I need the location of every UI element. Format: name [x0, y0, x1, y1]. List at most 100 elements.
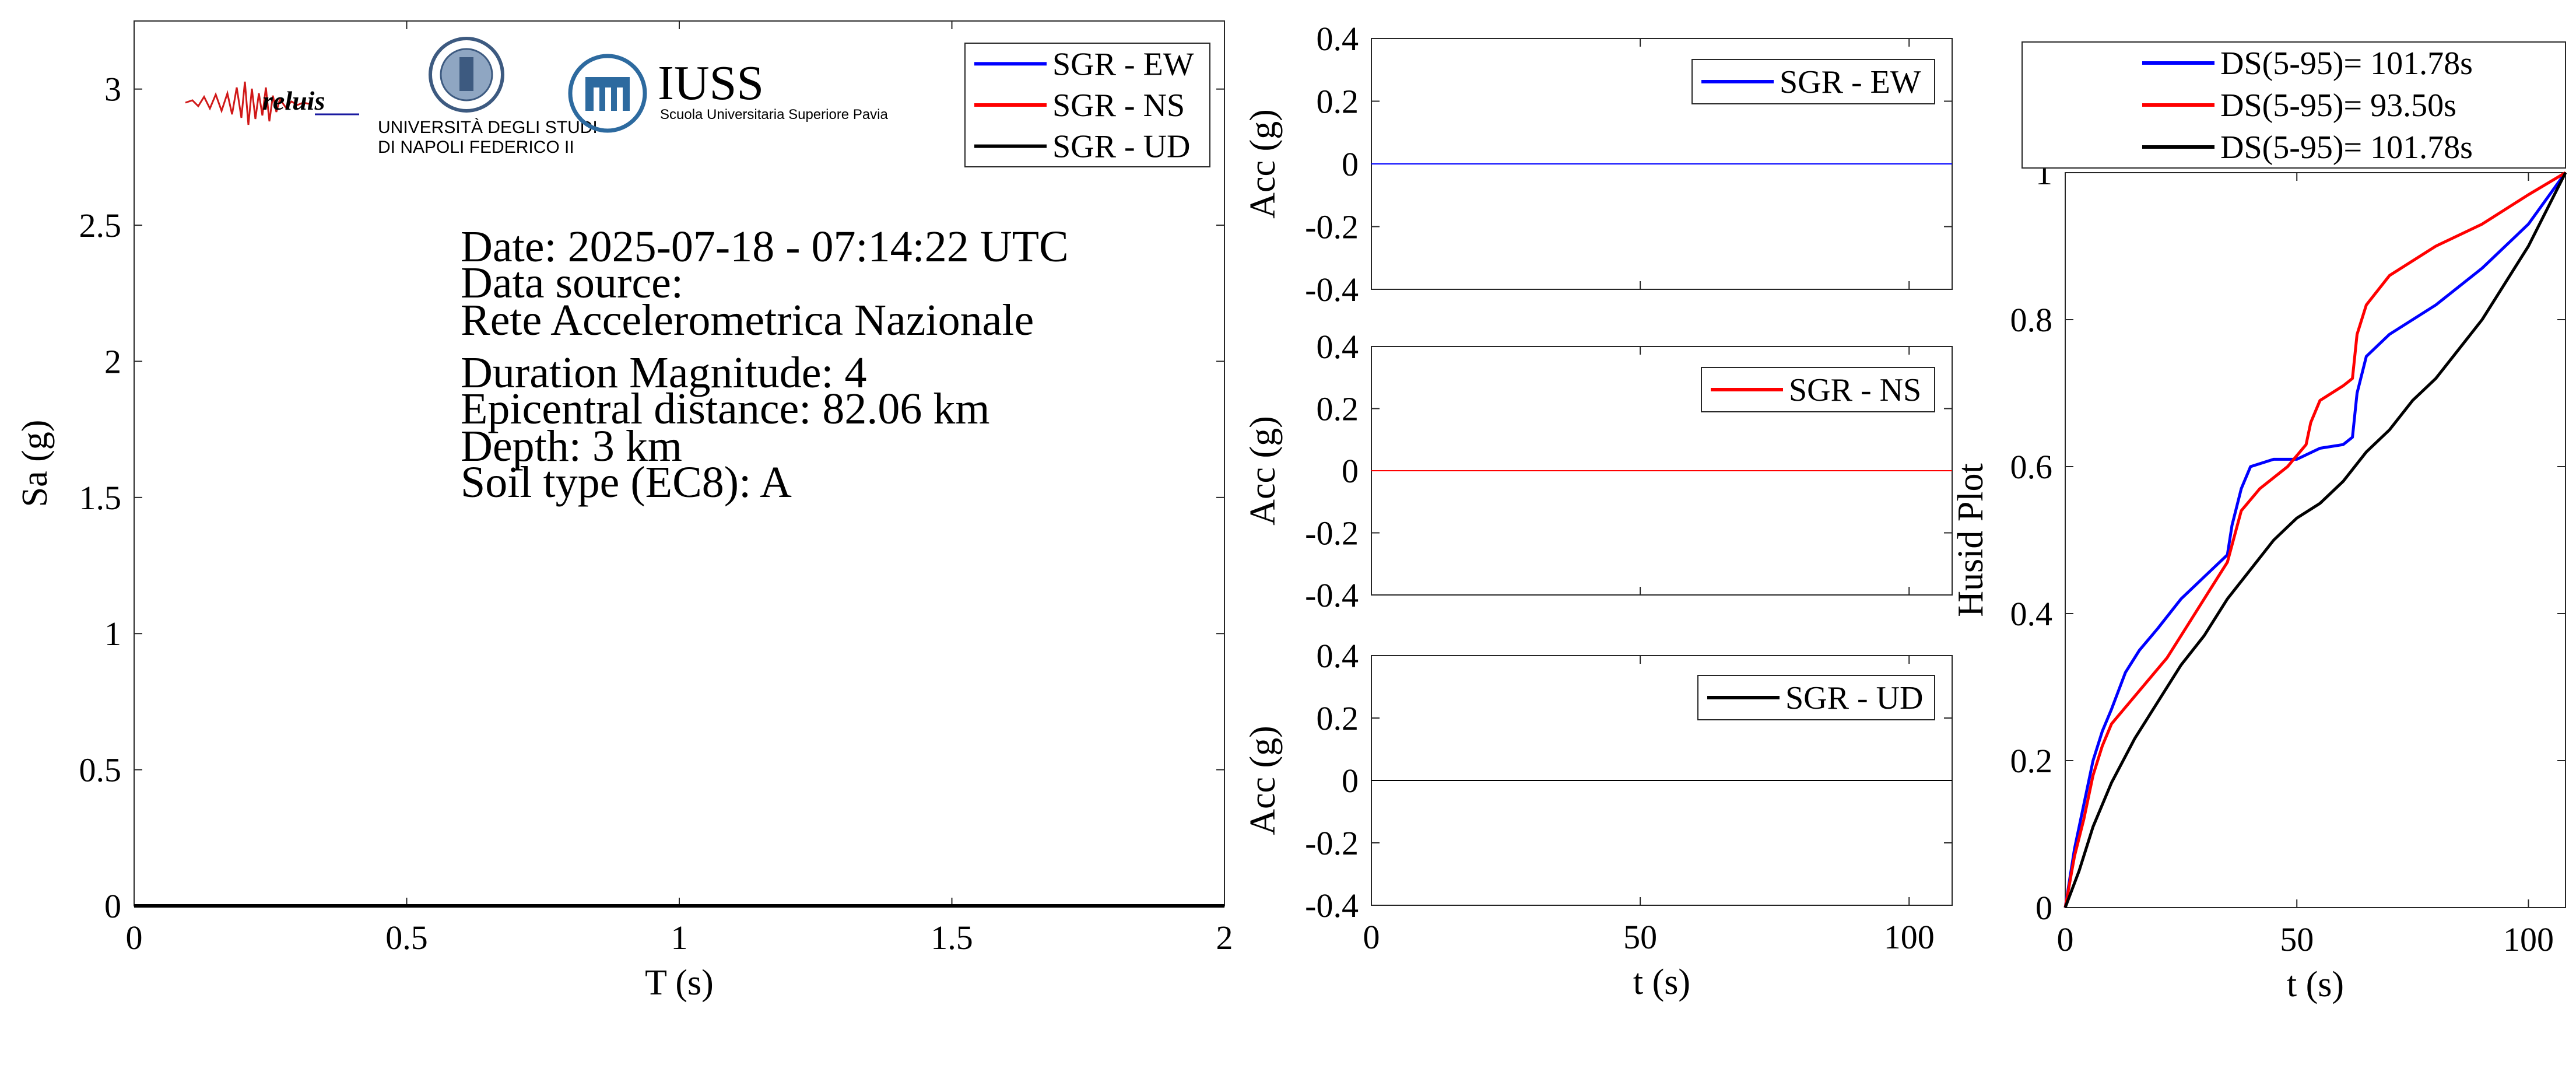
- iuss-emblem-column: [605, 87, 611, 111]
- acc-ud-plot-layer: 0 50 100 -0.4 -0.2 0 0.2 0.4 t (s) Acc (g) SGR - U…: [1243, 637, 1953, 1002]
- spectrum-legend: SGR - EW SGR - NS SGR - UD: [964, 43, 1210, 167]
- acc-ns-legend-entry: SGR - NS: [1789, 372, 1921, 408]
- spectrum-ytick-label: 0: [104, 887, 121, 925]
- acc-ud-ytick-label: -0.4: [1305, 887, 1359, 925]
- iuss-wordmark: IUSS: [658, 56, 764, 110]
- husid-axes-box: [2065, 172, 2566, 908]
- event-magnitude: Duration Magnitude: 4: [461, 348, 867, 397]
- event-soil: Soil type (EC8): A: [461, 458, 792, 507]
- spectrum-legend-entry: SGR - NS: [1052, 87, 1185, 124]
- spectrum-ylabel: Sa (g): [15, 420, 55, 507]
- acc-ud-xlabel: t (s): [1633, 962, 1690, 1002]
- event-source-label: Data source:: [461, 258, 683, 307]
- spectrum-legend-entry: SGR - EW: [1052, 46, 1194, 82]
- unina-logo: UNIVERSITÀ DEGLI STUDI DI NAPOLI FEDERIC…: [378, 37, 598, 157]
- husid-ylabel: Husid Plot: [1951, 463, 1991, 617]
- iuss-emblem-column: [594, 87, 599, 111]
- husid-series-line-2: [2063, 171, 2567, 908]
- acc-ns-plot-layer: -0.4 -0.2 0 0.2 0.4 Acc (g) SGR - NS: [1243, 328, 1953, 614]
- husid-ytick-label: 0.8: [2010, 301, 2053, 339]
- spectrum-ytick-label: 1.5: [79, 479, 122, 517]
- spectrum-plot-layer: 0 0.5 1 1.5 2 0 0.5 1 1.5 2 2.5 3 T (s) Sa (g) SGR - E…: [15, 20, 1233, 1003]
- acc-ew-legend-entry: SGR - EW: [1780, 64, 1921, 100]
- husid-series-line-0: [2063, 171, 2567, 908]
- husid-legend-box: [2022, 41, 2566, 169]
- acc-ew-ytick-label: -0.4: [1305, 271, 1359, 309]
- acc-ew-legend: SGR - EW: [1691, 59, 1935, 104]
- spectrum-panel: 0 0.5 1 1.5 2 0 0.5 1 1.5 2 2.5 3 T (s) Sa (g) SGR - E…: [15, 20, 1233, 1003]
- iuss-logo: IUSS Scuola Universitaria Superiore Pavi…: [568, 54, 889, 133]
- acc-ud-ytick-label: 0.2: [1317, 699, 1359, 737]
- spectrum-xtick-label: 2: [1216, 919, 1233, 957]
- husid-legend-entry: DS(5-95)= 101.78s: [2220, 45, 2473, 82]
- acc-ud-panel: 0 50 100 -0.4 -0.2 0 0.2 0.4 t (s) Acc (g) SGR - U…: [1243, 637, 1953, 1002]
- event-depth: Depth: 3 km: [461, 422, 682, 471]
- husid-legend-entry: DS(5-95)= 101.78s: [2220, 129, 2473, 166]
- acc-ew-legend-box: [1691, 59, 1935, 104]
- acc-ud-ytick-label: 0.4: [1317, 637, 1359, 675]
- unina-seal-figure: [459, 57, 473, 91]
- acc-ns-panel: -0.4 -0.2 0 0.2 0.4 Acc (g) SGR - NS: [1243, 328, 1953, 614]
- event-date: Date: 2025-07-18 - 07:14:22 UTC: [461, 222, 1069, 271]
- husid-xtick-label: 0: [2057, 920, 2074, 958]
- acc-ud-legend: SGR - UD: [1697, 675, 1935, 720]
- husid-ytick-label: 0: [2035, 889, 2052, 927]
- acc-ew-ytick-label: 0.2: [1317, 83, 1359, 121]
- acc-ud-ytick-label: -0.2: [1305, 824, 1359, 862]
- husid-ytick-label: 0.2: [2010, 742, 2053, 780]
- acc-ns-ytick-label: 0.4: [1317, 328, 1359, 366]
- spectrum-ytick-label: 0.5: [79, 751, 122, 789]
- acc-ew-plot-layer: -0.4 -0.2 0 0.2 0.4 Acc (g) SGR - EW: [1243, 20, 1953, 309]
- acc-ud-xtick-label: 50: [1623, 918, 1657, 956]
- husid-legend: DS(5-95)= 101.78s DS(5-95)= 93.50s DS(5-95…: [2022, 41, 2566, 169]
- acc-ns-ytick-label: 0: [1342, 452, 1359, 490]
- husid-ytick-label: 0.6: [2010, 448, 2053, 486]
- spectrum-ytick-label: 2: [104, 342, 121, 380]
- spectrum-xlabel: T (s): [645, 963, 714, 1003]
- iuss-emblem-column: [617, 87, 623, 111]
- husid-series-line-1: [2063, 171, 2567, 908]
- acc-ew-ytick-label: 0: [1342, 145, 1359, 183]
- spectrum-ytick-label: 3: [104, 71, 121, 108]
- event-distance: Epicentral distance: 82.06 km: [461, 384, 990, 433]
- reluis-wordmark: reluis: [262, 86, 325, 115]
- event-info: Date: 2025-07-18 - 07:14:22 UTC Data sou…: [461, 222, 1069, 507]
- reluis-logo: reluis: [185, 81, 359, 125]
- acc-ns-ytick-label: 0.2: [1317, 390, 1359, 428]
- acc-ud-ylabel: Acc (g): [1243, 726, 1283, 835]
- spectrum-xtick-label: 1.5: [931, 919, 973, 957]
- spectrum-ytick-label: 1: [104, 615, 121, 653]
- unina-seal-icon: [429, 37, 504, 113]
- acc-ew-panel: -0.4 -0.2 0 0.2 0.4 Acc (g) SGR - EW: [1243, 20, 1953, 309]
- spectrum-xtick-label: 0.5: [385, 919, 428, 957]
- spectrum-ytick-label: 2.5: [79, 206, 122, 244]
- acc-ew-ylabel: Acc (g): [1243, 109, 1283, 219]
- acc-ud-xtick-label: 0: [1363, 918, 1380, 956]
- husid-ytick-label: 0.4: [2010, 595, 2053, 633]
- acc-ew-ytick-label: 0.4: [1317, 20, 1359, 58]
- unina-line2: DI NAPOLI FEDERICO II: [378, 138, 574, 157]
- acc-ew-ytick-label: -0.2: [1305, 208, 1359, 246]
- acc-ud-legend-entry: SGR - UD: [1785, 680, 1923, 716]
- acc-ns-ylabel: Acc (g): [1243, 416, 1283, 526]
- husid-xlabel: t (s): [2287, 965, 2344, 1004]
- acc-ns-legend: SGR - NS: [1701, 367, 1935, 412]
- acc-ns-ytick-label: -0.4: [1305, 576, 1359, 614]
- unina-line1: UNIVERSITÀ DEGLI STUDI: [378, 118, 598, 137]
- husid-xtick-label: 50: [2280, 920, 2314, 958]
- acc-ns-ytick-label: -0.2: [1305, 514, 1359, 552]
- spectrum-xtick-label: 0: [126, 919, 143, 957]
- acc-ud-ytick-label: 0: [1342, 762, 1359, 800]
- iuss-subtitle: Scuola Universitaria Superiore Pavia: [660, 107, 889, 122]
- spectrum-xtick-label: 1: [671, 919, 688, 957]
- husid-xtick-label: 100: [2503, 920, 2554, 958]
- seismogram-icon: [185, 81, 310, 125]
- husid-legend-entry: DS(5-95)= 93.50s: [2220, 87, 2456, 124]
- acc-ud-xtick-label: 100: [1884, 918, 1935, 956]
- spectrum-legend-entry: SGR - UD: [1052, 129, 1190, 165]
- iuss-emblem-icon: [568, 54, 647, 133]
- event-source: Rete Accelerometrica Nazionale: [461, 296, 1034, 345]
